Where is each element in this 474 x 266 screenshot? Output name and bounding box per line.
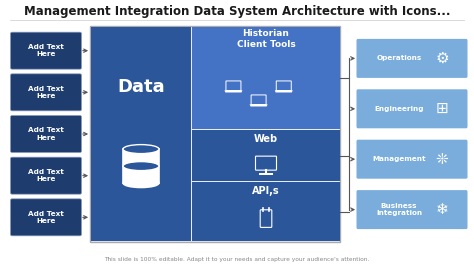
- FancyBboxPatch shape: [251, 95, 266, 105]
- Text: Management Integration Data System Architecture with Icons...: Management Integration Data System Archi…: [24, 5, 450, 18]
- FancyBboxPatch shape: [356, 190, 467, 229]
- Text: Add Text
Here: Add Text Here: [28, 169, 64, 182]
- FancyBboxPatch shape: [260, 210, 272, 227]
- Text: Operations: Operations: [376, 55, 422, 61]
- FancyBboxPatch shape: [255, 156, 276, 170]
- Text: Web: Web: [254, 134, 278, 144]
- FancyBboxPatch shape: [192, 182, 340, 241]
- Text: Engineering: Engineering: [374, 106, 424, 112]
- FancyBboxPatch shape: [91, 27, 191, 241]
- FancyBboxPatch shape: [356, 140, 467, 179]
- FancyBboxPatch shape: [356, 39, 467, 78]
- FancyBboxPatch shape: [10, 199, 82, 236]
- FancyBboxPatch shape: [226, 81, 241, 90]
- Text: ❊: ❊: [436, 152, 448, 167]
- Ellipse shape: [123, 178, 159, 188]
- Text: Add Text
Here: Add Text Here: [28, 86, 64, 99]
- FancyBboxPatch shape: [90, 26, 340, 242]
- Text: Add Text
Here: Add Text Here: [28, 127, 64, 140]
- Polygon shape: [250, 104, 268, 106]
- FancyBboxPatch shape: [259, 173, 273, 175]
- Text: Historian
Client Tools: Historian Client Tools: [237, 29, 295, 49]
- FancyBboxPatch shape: [10, 157, 82, 194]
- Text: API,s: API,s: [252, 186, 280, 196]
- Text: This slide is 100% editable. Adapt it to your needs and capture your audience's : This slide is 100% editable. Adapt it to…: [104, 257, 370, 263]
- Ellipse shape: [123, 145, 159, 153]
- Text: Business
Integration: Business Integration: [376, 203, 422, 216]
- FancyBboxPatch shape: [10, 74, 82, 111]
- Polygon shape: [123, 149, 159, 183]
- FancyBboxPatch shape: [10, 115, 82, 152]
- Text: Add Text
Here: Add Text Here: [28, 211, 64, 224]
- Text: ⚙: ⚙: [436, 51, 449, 66]
- Text: Data: Data: [117, 78, 165, 96]
- Text: ❄: ❄: [436, 202, 448, 217]
- FancyBboxPatch shape: [10, 32, 82, 69]
- FancyBboxPatch shape: [192, 130, 340, 181]
- FancyBboxPatch shape: [276, 81, 291, 90]
- FancyBboxPatch shape: [356, 89, 467, 128]
- FancyBboxPatch shape: [192, 27, 340, 129]
- Text: Add Text
Here: Add Text Here: [28, 44, 64, 57]
- Text: Management: Management: [372, 156, 426, 162]
- Polygon shape: [275, 90, 293, 93]
- Polygon shape: [225, 90, 242, 93]
- Ellipse shape: [123, 162, 159, 171]
- Text: ⊞: ⊞: [436, 101, 448, 116]
